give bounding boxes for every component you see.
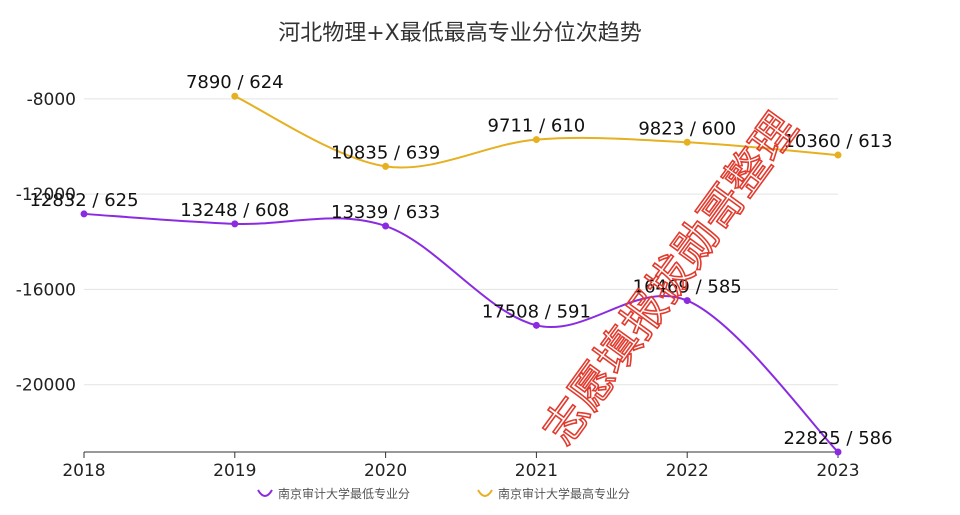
data-point[interactable] <box>231 92 239 100</box>
data-label: 10835 / 639 <box>331 142 440 163</box>
data-label: 17508 / 591 <box>482 301 591 322</box>
y-tick-label: -8000 <box>27 90 76 110</box>
data-label: 7890 / 624 <box>186 72 284 93</box>
y-tick-label: -16000 <box>16 280 76 300</box>
data-point[interactable] <box>532 136 540 144</box>
y-tick-label: -20000 <box>16 376 76 396</box>
watermark-text: 志愿填报拔勋哥整理 <box>534 104 808 454</box>
legend-marker <box>257 489 273 497</box>
data-labels: 12832 / 625 13248 / 608 13339 / 633 17508 /… <box>29 72 892 449</box>
data-point[interactable] <box>382 162 390 170</box>
x-tick-label: 2020 <box>364 461 407 481</box>
x-tick-label: 2019 <box>213 461 256 481</box>
y-tick-label: -12000 <box>16 185 76 205</box>
legend-label[interactable]: 南京审计大学最高专业分 <box>498 486 630 501</box>
data-label: 9823 / 600 <box>638 118 736 139</box>
chart-title: 河北物理+X最低最高专业分位次趋势 <box>278 21 642 46</box>
data-point[interactable] <box>834 448 842 456</box>
x-tick-label: 2018 <box>62 461 105 481</box>
legend-marker <box>477 489 493 497</box>
data-point[interactable] <box>532 321 540 329</box>
data-point[interactable] <box>683 138 691 146</box>
data-point[interactable] <box>834 151 842 159</box>
data-label: 12832 / 625 <box>29 190 138 211</box>
data-label: 9711 / 610 <box>488 116 586 137</box>
data-label: 22825 / 586 <box>783 428 892 449</box>
y-axis: -8000 -12000 -16000 -20000 <box>16 90 76 396</box>
data-point[interactable] <box>382 222 390 230</box>
series-layer <box>80 92 842 456</box>
data-point[interactable] <box>231 220 239 228</box>
legend-label[interactable]: 南京审计大学最低专业分 <box>278 486 410 501</box>
x-axis: 2018 2019 2020 2021 2022 2023 <box>62 451 860 481</box>
x-tick-label: 2023 <box>816 461 859 481</box>
data-label: 10360 / 613 <box>783 131 892 152</box>
grid <box>84 98 838 386</box>
x-tick-label: 2022 <box>666 461 709 481</box>
data-point[interactable] <box>80 210 88 218</box>
x-tick-label: 2021 <box>515 461 558 481</box>
data-label: 16469 / 585 <box>633 277 742 298</box>
data-point[interactable] <box>683 297 691 305</box>
data-label: 13339 / 633 <box>331 202 440 223</box>
legend[interactable]: 南京审计大学最低专业分 南京审计大学最高专业分 <box>257 486 630 501</box>
series-line-0 <box>83 212 839 453</box>
data-label: 13248 / 608 <box>180 200 289 221</box>
